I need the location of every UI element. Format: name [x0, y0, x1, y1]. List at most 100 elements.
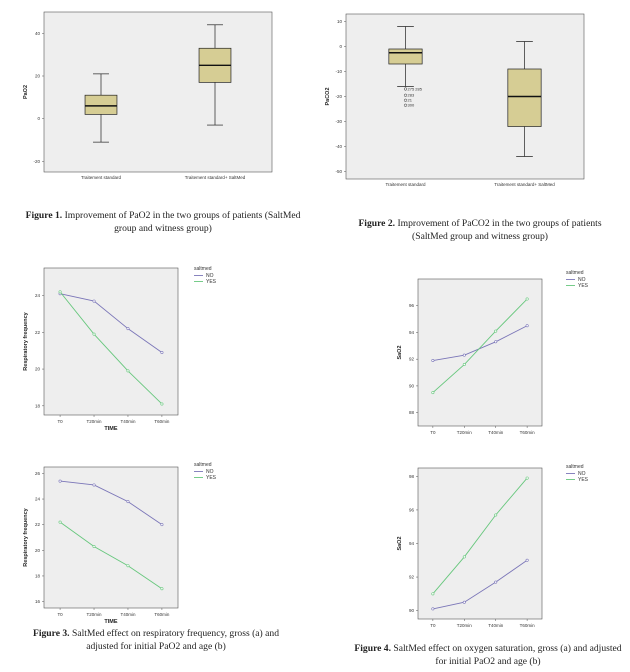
fig4a-xtick-label: T40min: [488, 430, 504, 435]
fig3b-series-no-point: [126, 500, 130, 504]
fig4b-xtick-label: T40min: [488, 623, 504, 628]
fig3b-legend-label-no: NO: [206, 469, 214, 475]
fig4a-ytick-label: 94: [409, 330, 415, 335]
fig3a-ylabel: Respiratory frequency: [23, 311, 29, 370]
fig4a-series-no-point: [431, 359, 435, 363]
fig4b-line-chart: 90 92 94 96 98 SaO2 T0 T20min T40min T60min saltme…: [397, 464, 589, 628]
fig4b-series-no-point: [431, 607, 435, 611]
fig3a-series-yes-line: [59, 291, 163, 405]
fig4b-series-yes-point: [525, 476, 529, 480]
fig4a-ytick-label: 92: [409, 357, 415, 362]
fig3b-legend-label-yes: YES: [206, 475, 217, 481]
fig4a-series-yes-point: [525, 297, 529, 301]
fig4b-xtick-label: T60min: [520, 623, 536, 628]
fig4b-series-no-line: [432, 559, 528, 610]
fig4a-ytick-label: 90: [409, 383, 415, 388]
fig4b-legend-label-yes: YES: [578, 477, 589, 483]
fig2-outlier-label: 283: [408, 93, 415, 98]
fig3b-series-no-line: [60, 480, 163, 526]
fig3-caption-text: SaltMed effect on respiratory frequency,…: [72, 628, 279, 652]
fig4-caption-text: SaltMed effect on oxygen saturation, gro…: [393, 643, 622, 667]
fig3a-series-no-point: [160, 351, 164, 355]
fig3a-xlabel: TIME: [104, 426, 117, 432]
fig4a-xtick-label: T20min: [457, 430, 473, 435]
fig4-caption-label: Figure 4.: [354, 643, 392, 654]
fig3a-series-yes-point: [92, 332, 96, 336]
fig3b-xlabel: TIME: [104, 619, 117, 625]
fig1-ytick-label: 0: [37, 116, 40, 121]
fig4a-series-no-line: [432, 325, 528, 361]
fig3b-series-yes-point: [126, 564, 130, 568]
fig4b-xtick-label: T0: [430, 623, 436, 628]
fig3b-ytick-label: 16: [35, 599, 41, 604]
fig3a-xtick-label: T20min: [87, 419, 103, 424]
fig4a-line-chart: 88 90 92 94 96 SaO2 T0 T20min T40min T60min saltme…: [397, 270, 589, 435]
fig4b-series-yes-point: [431, 592, 435, 596]
fig3b-ytick-label: 22: [35, 522, 41, 527]
fig4a-plot-area: [417, 278, 543, 427]
fig1-xtick-label: Traitement standard+ SaltMed: [185, 175, 246, 180]
fig2-box-0: [388, 48, 423, 65]
fig3b-series-yes-point: [58, 520, 62, 524]
fig3b-series-yes-line: [59, 521, 163, 590]
fig2-outlier-label: 21: [408, 98, 413, 103]
fig3b-plot-area: [43, 466, 179, 609]
fig3a-ytick-label: 22: [35, 330, 41, 335]
fig3a-legend-title: saltmed: [194, 266, 212, 272]
fig2-plot-area: [345, 13, 585, 180]
fig3a-xtick-label: T0: [57, 419, 63, 424]
fig3b-xtick-label: T20min: [87, 612, 103, 617]
fig2-xtick-label: Traitement standard: [385, 182, 426, 187]
fig1-ytick-label: 40: [35, 31, 41, 36]
fig3b-legend-title: saltmed: [194, 462, 212, 468]
fig1-caption-label: Figure 1.: [25, 210, 63, 221]
fig3a-series-yes-point: [160, 402, 164, 406]
fig1-xtick-label: Traitement standard: [81, 175, 122, 180]
fig4a-legend-label-no: NO: [578, 277, 586, 283]
fig3a-line-chart: 18 20 22 24 Respiratory frequency T0 T20min T40…: [23, 266, 217, 432]
fig2-box-1: [507, 68, 542, 127]
fig4a-series-yes-point: [431, 391, 435, 395]
fig2-ytick-label: -10: [335, 69, 342, 74]
fig4b-series-yes-point: [494, 513, 498, 517]
fig3b-xtick-label: T40min: [120, 612, 136, 617]
fig4b-ytick-label: 92: [409, 575, 415, 580]
fig2-outlier-point: [403, 98, 408, 102]
fig2-ytick-label: -50: [335, 169, 342, 174]
fig4b-xtick-label: T20min: [457, 623, 473, 628]
fig4b-legend-label-no: NO: [578, 471, 586, 477]
fig3b-ytick-label: 18: [35, 573, 41, 578]
fig4b-plot-area: [417, 467, 543, 620]
fig3a-xtick-label: T60min: [154, 419, 170, 424]
fig4a-ylabel: SaO2: [397, 345, 403, 359]
fig2-outlier-label: 275 285: [408, 86, 423, 91]
fig4b-legend-title: saltmed: [566, 464, 584, 470]
fig3b-series-no-point: [58, 479, 62, 483]
fig4b-series-yes-line: [432, 477, 528, 595]
fig4a-series-no-point: [525, 324, 529, 328]
fig3b-series-no-point: [92, 483, 96, 487]
fig3-caption: Figure 3. SaltMed effect on respiratory …: [20, 628, 292, 653]
fig1-ytick-label: -20: [33, 159, 40, 164]
fig4b-series-yes-point: [462, 555, 466, 559]
fig1-ylabel: PaO2: [23, 85, 29, 99]
fig3a-plot-area: [43, 267, 179, 416]
fig2-xtick-label: Traitement standard+ SaltMed: [494, 182, 555, 187]
fig2-ytick-label: 10: [337, 19, 343, 24]
fig3b-series-yes-point: [92, 544, 96, 548]
fig4a-legend-label-yes: YES: [578, 283, 589, 289]
fig2-caption-label: Figure 2.: [358, 218, 396, 229]
fig3a-series-no-line: [59, 293, 163, 353]
fig4a-series-yes-point: [462, 363, 466, 367]
fig4b-ytick-label: 94: [409, 541, 415, 546]
fig2-ytick-label: -20: [335, 94, 342, 99]
fig2-ylabel: PaCO2: [325, 87, 331, 105]
fig3b-ylabel: Respiratory frequency: [23, 507, 29, 566]
fig2-ytick-label: -30: [335, 119, 342, 124]
fig1-boxplot: -20 0 20 40 PaO2 Traitement standard Traitemen…: [23, 11, 273, 180]
fig2-outlier-point: [403, 103, 408, 107]
fig4a-series-no-point: [494, 340, 498, 344]
fig4a-xtick-label: T60min: [520, 430, 536, 435]
fig2-caption: Figure 2. Improvement of PaCO2 in the tw…: [340, 218, 620, 243]
fig4b-series-no-point: [462, 600, 466, 604]
